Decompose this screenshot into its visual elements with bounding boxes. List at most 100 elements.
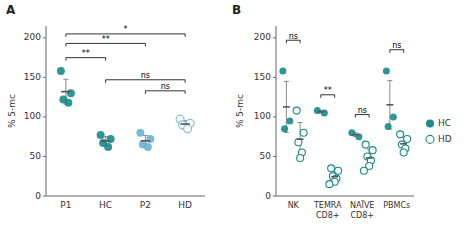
y-tick-label: 150 bbox=[254, 72, 271, 82]
dot bbox=[57, 67, 65, 75]
dot bbox=[328, 165, 335, 172]
y-tick bbox=[273, 196, 276, 197]
x-tick-label: HD bbox=[178, 200, 192, 210]
x-tick-label: PBMCs bbox=[383, 201, 410, 210]
significance-label: ** bbox=[102, 35, 110, 44]
mean-line bbox=[141, 140, 151, 142]
y-tick bbox=[43, 37, 46, 38]
dot bbox=[97, 131, 105, 139]
dot bbox=[321, 109, 328, 116]
mean-line bbox=[366, 157, 373, 159]
dot bbox=[279, 68, 286, 75]
legend: HC HD bbox=[426, 118, 452, 144]
y-axis-label: % 5-mc bbox=[7, 94, 17, 128]
x-axis-line bbox=[46, 196, 205, 197]
significance-label: ns bbox=[141, 71, 150, 80]
x-axis-line bbox=[276, 196, 414, 197]
x-tick-label-line: NK bbox=[288, 201, 300, 210]
dot bbox=[326, 181, 333, 188]
y-tick bbox=[273, 77, 276, 78]
x-tick-label: P1 bbox=[60, 200, 71, 210]
panel-title: B bbox=[232, 3, 241, 17]
mean-line bbox=[101, 140, 111, 142]
dot bbox=[104, 143, 112, 151]
significance-label: ** bbox=[82, 49, 90, 58]
mean-line bbox=[386, 104, 393, 106]
dot bbox=[397, 131, 404, 138]
panel: B% 5-mc050100150200NKTEMRACD8+NAÏVECD8+P… bbox=[232, 3, 452, 220]
y-axis-line bbox=[276, 26, 277, 196]
y-tick-label: 200 bbox=[254, 32, 271, 42]
y-tick-label: 50 bbox=[260, 151, 272, 161]
mean-line bbox=[331, 176, 338, 178]
x-tick-label: NK bbox=[288, 201, 300, 210]
y-tick-label: 50 bbox=[30, 151, 42, 161]
dot bbox=[335, 167, 342, 174]
y-tick bbox=[273, 116, 276, 117]
dot bbox=[67, 89, 75, 97]
x-tick-label-line: HD bbox=[178, 200, 192, 210]
y-tick bbox=[43, 156, 46, 157]
panel-title: A bbox=[6, 3, 16, 17]
legend-symbol bbox=[426, 135, 434, 143]
x-tick-label-line: CD8+ bbox=[316, 211, 340, 220]
dot bbox=[136, 129, 144, 137]
y-tick bbox=[273, 156, 276, 157]
significance-label: ns bbox=[289, 32, 298, 41]
y-tick-label: 150 bbox=[24, 72, 41, 82]
dot bbox=[144, 143, 152, 151]
y-tick-label: 100 bbox=[254, 111, 271, 121]
mean-line bbox=[317, 111, 324, 113]
legend-label: HD bbox=[438, 134, 452, 144]
dot bbox=[404, 136, 411, 143]
dot bbox=[360, 167, 367, 174]
x-tick-label: NAÏVECD8+ bbox=[350, 200, 374, 220]
y-tick bbox=[43, 77, 46, 78]
legend-label: HC bbox=[438, 118, 451, 128]
dot bbox=[184, 125, 192, 133]
mean-line bbox=[352, 134, 359, 136]
dot bbox=[281, 125, 288, 132]
significance-label: * bbox=[124, 25, 128, 34]
legend-symbol bbox=[426, 119, 434, 127]
dot bbox=[107, 135, 115, 143]
dot bbox=[385, 123, 392, 130]
x-tick-label-line: CD8+ bbox=[350, 211, 374, 220]
dot bbox=[314, 107, 321, 114]
y-axis-label: % 5-mc bbox=[235, 94, 245, 128]
y-axis-line bbox=[46, 26, 47, 196]
significance-label: ns bbox=[392, 41, 401, 50]
mean-line bbox=[400, 143, 407, 145]
mean-line bbox=[61, 91, 71, 93]
x-tick-label-line: P2 bbox=[140, 200, 151, 210]
x-tick-label: P2 bbox=[140, 200, 151, 210]
error-bar bbox=[284, 81, 289, 132]
error-bar bbox=[387, 81, 392, 129]
y-tick bbox=[43, 196, 46, 197]
panel: A% 5-mc050100150200P1HCP2HD*****nsns bbox=[6, 3, 205, 210]
y-tick bbox=[43, 116, 46, 117]
dot bbox=[64, 99, 72, 107]
mean-line bbox=[180, 123, 190, 125]
y-tick-label: 200 bbox=[24, 32, 41, 42]
dot bbox=[362, 141, 369, 148]
dot bbox=[390, 113, 397, 120]
x-tick-label-line: TEMRA bbox=[313, 201, 342, 210]
x-tick-label-line: HC bbox=[99, 200, 112, 210]
mean-line bbox=[283, 106, 290, 108]
y-tick bbox=[273, 37, 276, 38]
y-tick-label: 0 bbox=[265, 191, 271, 201]
x-tick-label: TEMRACD8+ bbox=[313, 201, 342, 220]
dot bbox=[369, 147, 376, 154]
mean-line bbox=[297, 138, 304, 140]
x-tick-label-line: PBMCs bbox=[383, 201, 410, 210]
x-tick-label-line: P1 bbox=[60, 200, 71, 210]
x-tick-label: HC bbox=[99, 200, 112, 210]
significance-label: ** bbox=[324, 86, 332, 95]
dot bbox=[300, 129, 307, 136]
dot bbox=[297, 155, 304, 162]
y-tick-label: 100 bbox=[24, 111, 41, 121]
dot bbox=[293, 107, 300, 114]
y-tick-label: 0 bbox=[35, 191, 41, 201]
dot bbox=[286, 117, 293, 124]
